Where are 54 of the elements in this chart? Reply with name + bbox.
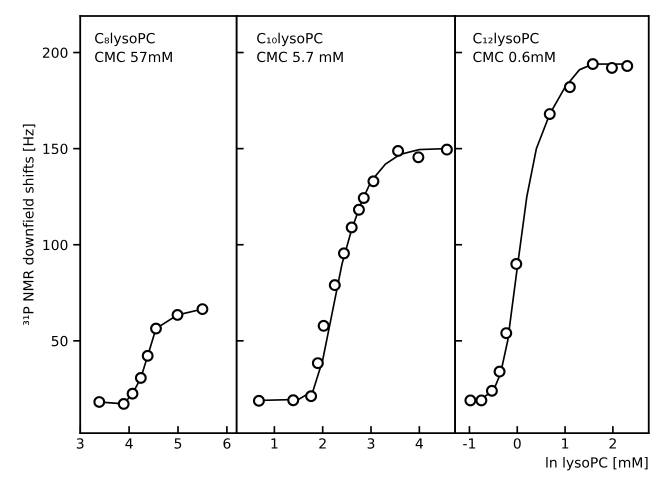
annotation: C₁₂lysoPC CMC 0.6mM	[473, 32, 555, 62]
y-tick-label: 100	[43, 240, 68, 250]
point	[367, 175, 380, 188]
point	[440, 144, 453, 156]
x-tick-label: 5	[174, 438, 182, 449]
point	[352, 204, 365, 216]
x-tick-label: 4	[125, 438, 133, 449]
x-tick-label: 1	[562, 438, 568, 449]
point	[621, 60, 634, 72]
x-tick-label: 2	[609, 438, 616, 449]
point	[412, 151, 424, 164]
point	[358, 192, 370, 204]
x-tick-label: -1	[463, 438, 476, 449]
y-tick-label: 200	[42, 47, 68, 58]
point	[606, 62, 618, 74]
point	[328, 279, 341, 292]
point	[464, 394, 476, 406]
point	[586, 58, 599, 70]
point	[305, 390, 318, 402]
annotation: C₁₀lysoPC CMC 5.7 mM	[257, 32, 343, 62]
point	[346, 221, 358, 234]
x-tick-label: 1	[271, 438, 278, 449]
point	[134, 372, 147, 384]
point	[150, 322, 162, 334]
point	[338, 247, 350, 260]
point	[475, 394, 488, 406]
point	[196, 303, 208, 316]
y-axis-title: ³¹P NMR downfield shifts [Hz]	[22, 124, 36, 326]
x-tick-label: 0	[514, 438, 521, 449]
point	[118, 398, 130, 410]
point	[544, 108, 556, 120]
point	[252, 394, 265, 407]
point	[126, 388, 138, 400]
y-tick-label: 50	[52, 336, 68, 346]
point	[392, 144, 404, 157]
point	[564, 81, 576, 94]
point	[93, 396, 106, 408]
point	[142, 350, 154, 362]
point	[494, 366, 506, 378]
x-tick-label: 2	[319, 438, 326, 449]
x-tick-label: 3	[76, 438, 84, 449]
x-axis-title: ln lysoPC [mM]	[546, 456, 648, 470]
x-tick-label: 6	[223, 438, 230, 449]
point	[312, 357, 324, 370]
x-tick-label: 3	[368, 438, 374, 449]
point	[500, 327, 512, 340]
point	[318, 320, 330, 332]
point	[510, 258, 522, 270]
point	[172, 308, 184, 321]
x-tick-label: 4	[416, 438, 423, 449]
annotation: C₈lysoPC CMC 57mM	[95, 32, 172, 62]
y-tick-label: 150	[43, 144, 68, 154]
point	[287, 394, 300, 406]
point	[486, 384, 498, 397]
